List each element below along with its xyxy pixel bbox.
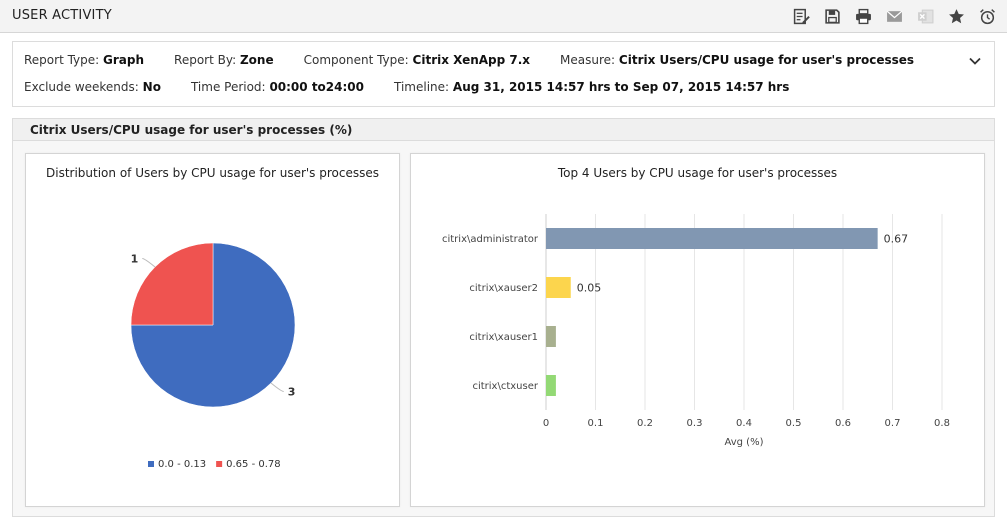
pie-label-connector (270, 382, 284, 392)
favorite-icon (949, 8, 964, 23)
bar[interactable] (546, 326, 556, 347)
filters-row-1: Report Type: Graph Report By: Zone Compo… (24, 53, 944, 67)
bar[interactable] (546, 277, 571, 298)
report-by-value: Zone (239, 53, 274, 67)
x-tick-label: 0.4 (736, 418, 752, 429)
y-category-label: citrix\administrator (442, 234, 539, 245)
filter-component-type: Component Type: Citrix XenApp 7.x (304, 53, 530, 67)
pie-slice-label: 3 (288, 385, 296, 398)
exclude-weekends-label: Exclude weekends: (24, 80, 139, 94)
edit-report-button[interactable] (788, 5, 815, 27)
title-bar: USER ACTIVITY (0, 0, 1007, 33)
x-tick-label: 0.2 (637, 418, 653, 429)
bar[interactable] (546, 375, 556, 396)
chevron-down-icon[interactable] (968, 54, 982, 68)
filter-exclude-weekends: Exclude weekends: No (24, 80, 161, 94)
component-type-label: Component Type: (303, 53, 409, 67)
pie-chart-title: Distribution of Users by CPU usage for u… (46, 166, 379, 180)
page-title: USER ACTIVITY (12, 8, 112, 23)
measure-label: Measure: (560, 53, 616, 67)
excel-export-button[interactable] (912, 5, 939, 27)
filter-measure: Measure: Citrix Users/CPU usage for user… (560, 53, 914, 67)
timeline-value: Aug 31, 2015 14:57 hrs to Sep 07, 2015 1… (452, 80, 790, 94)
legend-label[interactable]: 0.0 - 0.13 (158, 459, 206, 470)
save-icon (825, 8, 840, 24)
legend-swatch (216, 461, 223, 467)
y-category-label: citrix\ctxuser (472, 381, 538, 392)
email-icon (886, 10, 903, 22)
email-button[interactable] (881, 5, 908, 27)
filter-report-by: Report By: Zone (174, 53, 274, 67)
report-type-label: Report Type: (24, 53, 100, 67)
bar-data-label: 0.05 (577, 282, 602, 295)
timeline-label: Timeline: (394, 80, 450, 94)
x-tick-label: 0.5 (786, 418, 802, 429)
report-type-value: Graph (103, 53, 145, 67)
chart-section: Citrix Users/CPU usage for user's proces… (12, 118, 995, 517)
bar-data-label: 0.67 (884, 233, 909, 246)
legend-label[interactable]: 0.65 - 0.78 (226, 459, 281, 470)
filter-time-period: Time Period: 00:00 to24:00 (191, 80, 364, 94)
pie-chart: 3 1 0.0 - 0.13 0.65 - 0.78 (130, 242, 296, 470)
x-tick-label: 0.8 (934, 418, 950, 429)
y-category-label: citrix\xauser2 (469, 283, 538, 294)
time-period-label: Time Period: (190, 80, 266, 94)
bar-chart-panel: Top 4 Users by CPU usage for user's proc… (410, 153, 985, 507)
x-tick-label: 0.1 (588, 418, 604, 429)
y-category-label: citrix\xauser1 (469, 332, 538, 343)
toolbar (788, 5, 1001, 27)
bar-chart-title: Top 4 Users by CPU usage for user's proc… (557, 166, 838, 180)
excel-export-icon (918, 9, 934, 23)
exclude-weekends-value: No (142, 80, 161, 94)
component-type-value: Citrix XenApp 7.x (412, 53, 531, 67)
pie-slice[interactable] (130, 242, 214, 326)
pie-chart-panel: Distribution of Users by CPU usage for u… (25, 153, 400, 507)
legend-swatch (148, 461, 154, 467)
x-axis-label: Avg (%) (724, 437, 763, 448)
edit-report-icon (793, 8, 810, 24)
report-filters-panel: Report Type: Graph Report By: Zone Compo… (12, 41, 995, 107)
filter-report-type: Report Type: Graph (24, 53, 144, 67)
save-button[interactable] (819, 5, 846, 27)
filter-timeline: Timeline: Aug 31, 2015 14:57 hrs to Sep … (394, 80, 789, 94)
section-title: Citrix Users/CPU usage for user's proces… (30, 123, 353, 137)
x-tick-label: 0.6 (835, 418, 851, 429)
time-period-value: 00:00 to24:00 (269, 80, 364, 94)
print-icon (856, 8, 871, 24)
x-tick-label: 0 (543, 418, 549, 429)
section-header: Citrix Users/CPU usage for user's proces… (13, 119, 994, 141)
pie-slice-label: 1 (131, 253, 139, 266)
filters-row-2: Exclude weekends: No Time Period: 00:00 … (24, 80, 819, 94)
report-by-label: Report By: (174, 53, 237, 67)
bar-chart: 0 0.1 0.2 0.3 0.4 0.5 0.6 0.7 0.8 Avg (%) citrix\a… (442, 214, 950, 448)
bar[interactable] (546, 228, 878, 249)
pie-label-connector (142, 258, 156, 268)
schedule-button[interactable] (974, 5, 1001, 27)
print-button[interactable] (850, 5, 877, 27)
schedule-alarm-icon (980, 8, 995, 24)
favorite-button[interactable] (943, 5, 970, 27)
measure-value: Citrix Users/CPU usage for user's proces… (618, 53, 915, 67)
x-tick-label: 0.7 (885, 418, 901, 429)
x-tick-label: 0.3 (687, 418, 703, 429)
